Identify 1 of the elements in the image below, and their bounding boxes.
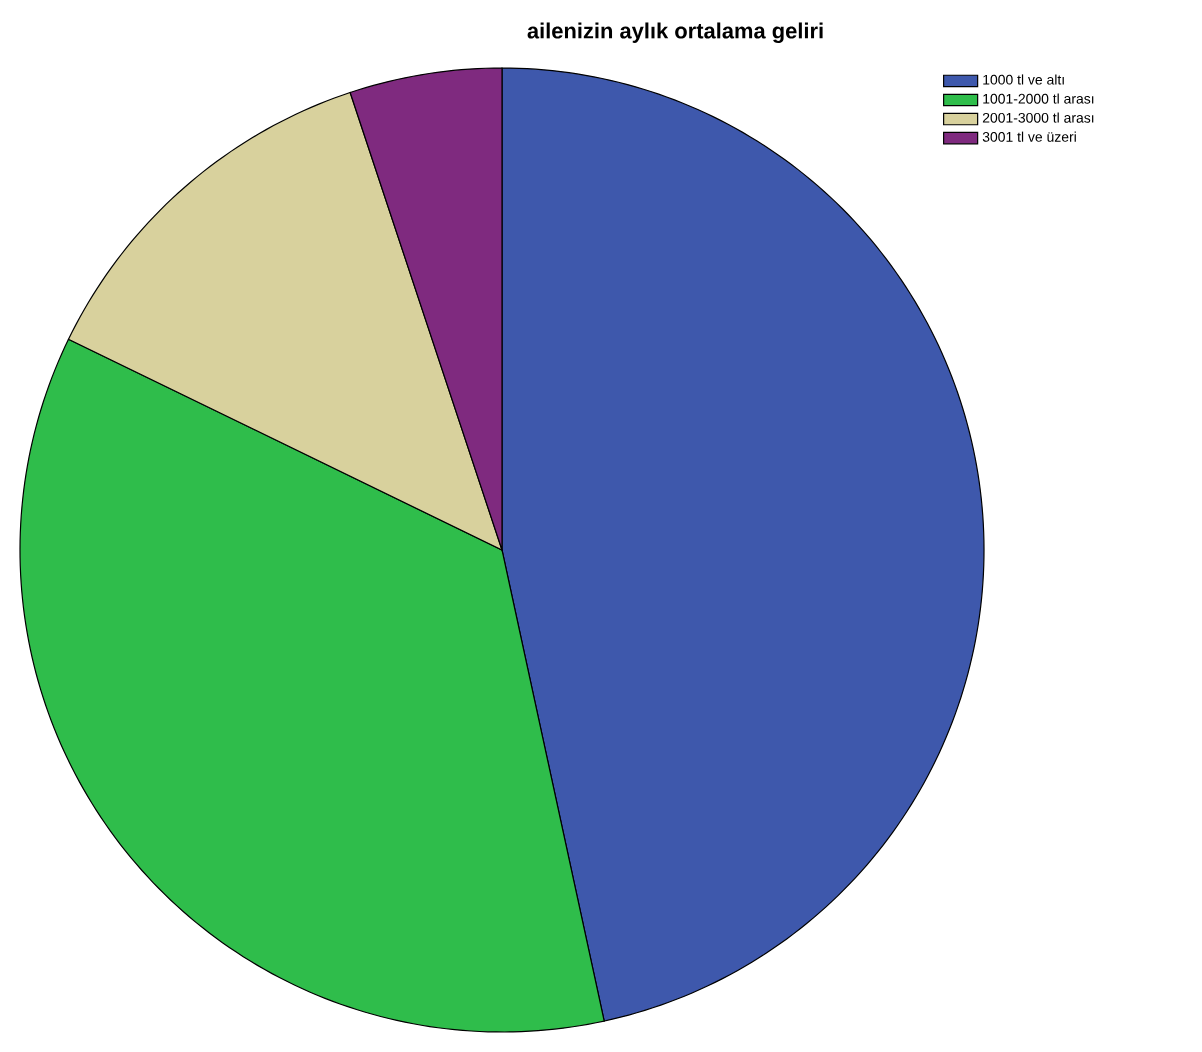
chart-title: ailenizin aylık ortalama geliri: [527, 22, 823, 43]
